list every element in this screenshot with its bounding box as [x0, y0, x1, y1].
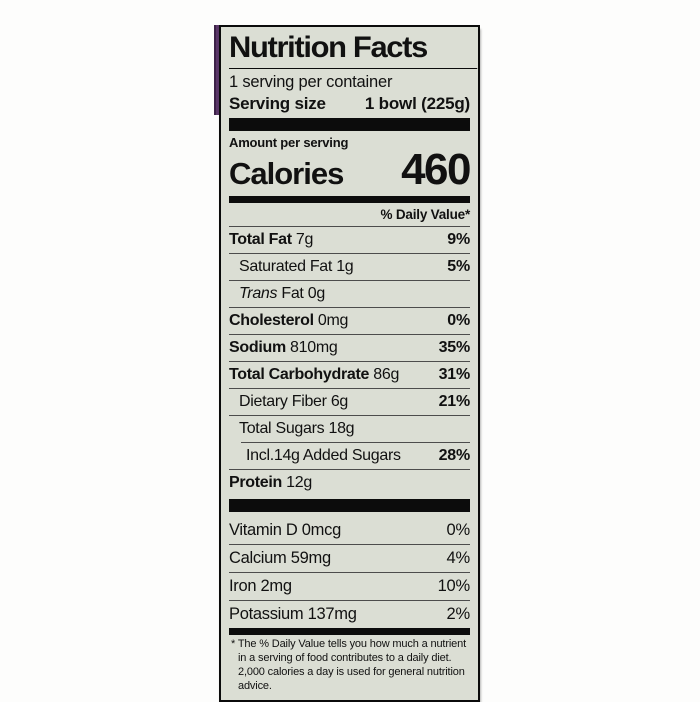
calories-row: Calories 460	[229, 145, 471, 194]
nutrient-name-amount: Saturated Fat 1g	[239, 258, 354, 275]
servings-per-container: 1 serving per container	[229, 73, 393, 91]
nutrient-name-amount: Calcium 59mg	[229, 549, 331, 567]
daily-value: 4%	[446, 549, 471, 567]
calories-label: Calories	[229, 156, 344, 191]
row-iron: Iron 2mg 10%	[229, 572, 470, 600]
nutrient-amount: Fat 0g	[277, 285, 325, 302]
divider-thick-protein	[229, 499, 470, 512]
daily-value-header: % Daily Value*	[380, 207, 471, 222]
nutrient-name-amount: Vitamin D 0mcg	[229, 521, 341, 539]
daily-value: 21%	[438, 393, 471, 410]
daily-value: 31%	[438, 366, 471, 383]
nutrient-name-amount: Trans Fat 0g	[239, 284, 325, 304]
row-added-sugars: Incl.14g Added Sugars 28%	[229, 442, 470, 469]
nutrient-name-amount: Potassium 137mg	[229, 605, 357, 623]
nutrient-name: Cholesterol	[229, 312, 314, 329]
nutrient-name-amount: Total Fat 7g	[229, 230, 313, 250]
nutrient-amount: 86g	[369, 366, 400, 383]
nutrient-name-amount: Total Carbohydrate 86g	[229, 365, 399, 385]
row-total-sugars: Total Sugars 18g	[229, 415, 470, 442]
nutrient-name-amount: Dietary Fiber 6g	[239, 393, 349, 410]
nutrition-facts-label: Nutrition Facts 1 serving per container …	[219, 25, 480, 702]
nutrient-name-italic: Trans	[239, 285, 278, 302]
nutrient-name-amount: Total Sugars 18g	[239, 420, 355, 437]
nutrient-name-amount: Incl.14g Added Sugars	[246, 447, 401, 464]
row-calcium: Calcium 59mg 4%	[229, 544, 470, 572]
daily-value: 10%	[437, 577, 471, 595]
package-edge-strip	[214, 25, 221, 115]
calories-value: 460	[401, 145, 471, 194]
daily-value: 35%	[438, 339, 471, 356]
nutrient-name-amount: Protein 12g	[229, 473, 312, 493]
daily-value: 9%	[447, 231, 470, 248]
nutrient-name: Protein	[229, 474, 283, 491]
daily-value: 2%	[446, 605, 471, 623]
label-title: Nutrition Facts	[229, 31, 478, 69]
divider-medium-calories	[229, 196, 470, 203]
daily-value: 0%	[446, 521, 471, 539]
row-trans-fat: Trans Fat 0g	[229, 280, 470, 307]
divider-thick-top	[229, 118, 470, 131]
daily-value: 5%	[447, 258, 470, 275]
row-vitamin-d: Vitamin D 0mcg 0%	[229, 516, 470, 544]
serving-size-value: 1 bowl (225g)	[364, 94, 470, 113]
serving-size-label: Serving size	[229, 94, 326, 113]
nutrient-amount: 7g	[291, 231, 314, 248]
nutrient-name: Total Fat	[229, 231, 292, 248]
nutrient-amount: 810mg	[285, 339, 338, 356]
amount-per-serving-label: Amount per serving	[229, 135, 349, 150]
nutrient-name-amount: Cholesterol 0mg	[229, 311, 348, 331]
nutrient-amount: 0mg	[313, 312, 349, 329]
serving-size-row: Serving size 1 bowl (225g)	[229, 93, 470, 115]
nutrient-name-amount: Iron 2mg	[229, 577, 292, 595]
row-sodium: Sodium 810mg 35%	[229, 334, 470, 361]
daily-value-footnote: * The % Daily Value tells you how much a…	[231, 638, 466, 692]
nutrient-amount: 12g	[282, 474, 312, 491]
row-saturated-fat: Saturated Fat 1g 5%	[229, 253, 470, 280]
row-dietary-fiber: Dietary Fiber 6g 21%	[229, 388, 470, 415]
row-total-carbohydrate: Total Carbohydrate 86g 31%	[229, 361, 470, 388]
daily-value: 28%	[438, 447, 471, 464]
row-potassium: Potassium 137mg 2%	[229, 600, 470, 628]
nutrient-name: Total Carbohydrate	[229, 366, 370, 383]
nutrient-name: Sodium	[229, 339, 286, 356]
divider-medium-footnote	[229, 628, 470, 635]
nutrient-name-amount: Sodium 810mg	[229, 338, 338, 358]
row-protein: Protein 12g	[229, 469, 470, 496]
row-cholesterol: Cholesterol 0mg 0%	[229, 307, 470, 334]
daily-value: 0%	[447, 312, 470, 329]
row-total-fat: Total Fat 7g 9%	[229, 226, 470, 253]
